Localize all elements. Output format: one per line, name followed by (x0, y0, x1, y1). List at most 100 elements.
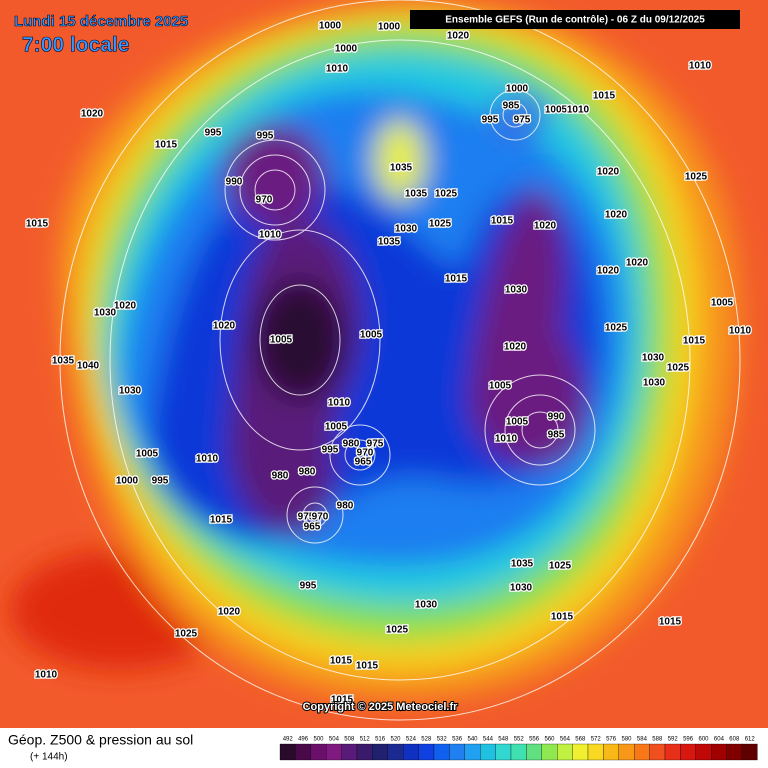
pressure-label: 995 (322, 445, 339, 456)
pressure-label: 995 (205, 128, 222, 139)
colorbar-swatch (603, 743, 619, 761)
colorbar-label: 612 (745, 737, 756, 743)
pressure-label: 1000 (319, 21, 342, 32)
pressure-label: 1010 (689, 61, 712, 72)
pressure-label: 1015 (551, 612, 574, 623)
colorbar-label: 548 (498, 737, 509, 743)
pressure-label: 1010 (328, 398, 351, 409)
colorbar-swatch (664, 743, 681, 761)
pressure-label: 980 (272, 471, 289, 482)
colorbar-swatch (433, 743, 450, 761)
pressure-label: 1020 (447, 31, 470, 42)
colorbar-label: 604 (714, 737, 725, 743)
pressure-label: 1015 (445, 274, 468, 285)
pressure-label: 1015 (593, 91, 616, 102)
pressure-label: 1010 (729, 326, 752, 337)
colorbar-swatch (326, 743, 342, 761)
pressure-label: 985 (503, 101, 520, 112)
colorbar-label: 528 (421, 737, 432, 743)
pressure-label: 1005 (136, 449, 159, 460)
colorbar-swatch (618, 743, 635, 761)
pressure-label: 1015 (331, 695, 354, 706)
colorbar-label: 512 (360, 737, 371, 743)
pressure-label: 980 (343, 439, 360, 450)
colorbar-swatch (510, 743, 527, 761)
pressure-label: 1015 (330, 656, 353, 667)
pressure-label: 1030 (94, 308, 117, 319)
pressure-label: 970 (312, 512, 329, 523)
pressure-label: 1035 (405, 189, 428, 200)
colorbar-swatch (295, 743, 311, 761)
colorbar-label: 552 (514, 737, 525, 743)
pressure-label: 1015 (356, 661, 379, 672)
pressure-label: 995 (482, 115, 499, 126)
footer-title: Géop. Z500 & pression au sol (8, 732, 193, 748)
pressure-label: 980 (337, 501, 354, 512)
pressure-label: 1015 (155, 140, 178, 151)
pressure-label: 1030 (415, 600, 438, 611)
pressure-label: 1025 (386, 625, 409, 636)
pressure-label: 975 (298, 512, 315, 523)
pressure-label: 1005 (545, 105, 568, 116)
colorbar-label: 536 (452, 737, 463, 743)
pressure-label: 1015 (210, 515, 233, 526)
pressure-label: 1005 (325, 422, 348, 433)
colorbar-label: 532 (437, 737, 448, 743)
pressure-label: 995 (257, 131, 274, 142)
colorbar-swatch (418, 743, 435, 761)
colorbar-label: 596 (683, 737, 694, 743)
colorbar-label: 584 (637, 737, 648, 743)
colorbar-swatch (649, 743, 666, 761)
colorbar-swatch (372, 743, 388, 761)
pressure-label: 975 (367, 439, 384, 450)
pressure-label: 995 (300, 581, 317, 592)
colorbar-label: 592 (668, 737, 679, 743)
colorbar-swatch (726, 743, 743, 761)
colorbar-label: 564 (560, 737, 571, 743)
pressure-label: 1040 (77, 361, 100, 372)
pressure-label: 970 (357, 448, 374, 459)
pressure-label: 1020 (605, 210, 628, 221)
run-box (410, 10, 740, 29)
pressure-label: 965 (304, 522, 321, 533)
colorbar-label: 524 (406, 737, 417, 743)
colorbar-swatch (587, 743, 604, 761)
colorbar-label: 540 (467, 737, 478, 743)
colorbar-label: 496 (298, 737, 309, 743)
pressure-label: 1025 (429, 219, 452, 230)
pressure-label: 995 (152, 476, 169, 487)
colorbar-label: 508 (344, 737, 355, 743)
colorbar-swatch (449, 743, 465, 761)
pressure-label: 1005 (711, 298, 734, 309)
colorbar-swatch (464, 743, 481, 761)
pressure-label: 1020 (81, 109, 104, 120)
pressure-label: 1000 (335, 44, 358, 55)
pressure-label: 1025 (175, 629, 198, 640)
colorbar-swatch (387, 743, 404, 761)
map-field (0, 0, 768, 728)
colorbar-swatch (695, 743, 712, 761)
pressure-label: 1030 (643, 378, 666, 389)
pressure-label: 1000 (116, 476, 139, 487)
pressure-label: 985 (548, 430, 565, 441)
pressure-label: 1005 (360, 330, 383, 341)
pressure-label: 1000 (506, 84, 529, 95)
pressure-label: 1010 (35, 670, 58, 681)
copyright: Copyright © 2025 Meteociel.fr (303, 701, 459, 713)
pressure-label: 1035 (511, 559, 534, 570)
pressure-label: 1025 (549, 561, 572, 572)
colorbar-swatch (557, 743, 573, 761)
pressure-label: 1005 (270, 335, 293, 346)
pressure-label: 1025 (685, 172, 708, 183)
colorbar: 492 496 500 504 508 512 516 520 524 528 532 536 540 5… (279, 737, 758, 761)
colorbar-swatch (680, 743, 696, 761)
colorbar-label: 492 (283, 737, 294, 743)
pressure-label: 1020 (597, 167, 620, 178)
pressure-label: 1015 (683, 336, 706, 347)
pressure-label: 975 (514, 115, 531, 126)
pressure-label: 1035 (390, 163, 413, 174)
colorbar-label: 516 (375, 737, 386, 743)
pressure-label: 1005 (506, 417, 529, 428)
colorbar-swatch (495, 743, 512, 761)
